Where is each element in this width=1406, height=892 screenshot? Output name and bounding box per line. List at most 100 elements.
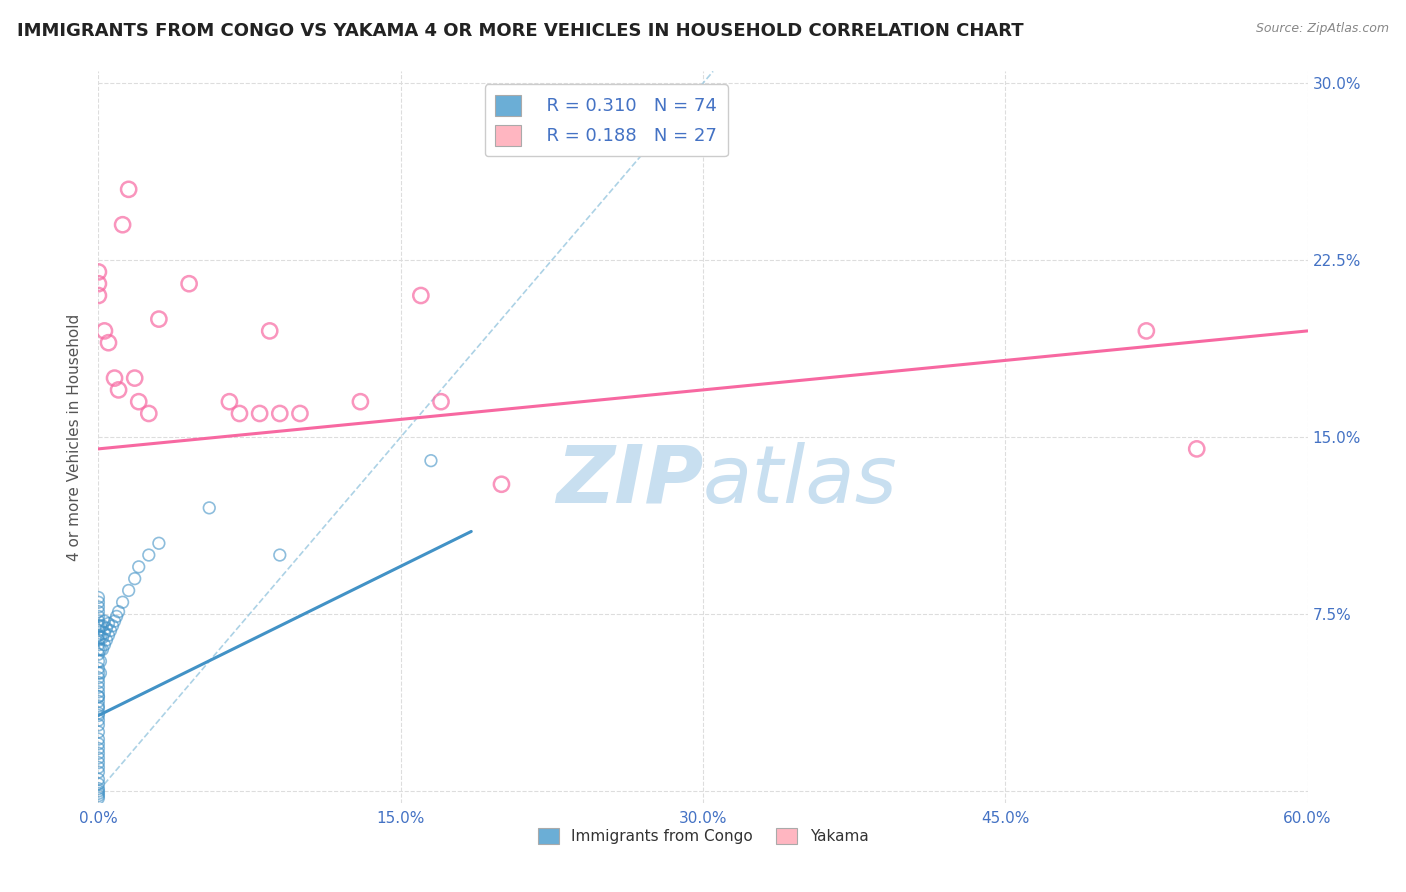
Point [87, 737, 110, 751]
Point [87, 772, 110, 787]
Point [124, 572, 146, 586]
Point [87, 288, 110, 302]
Point [218, 394, 240, 409]
Point [269, 548, 291, 562]
Point [87, 661, 110, 675]
Point [87, 685, 110, 699]
Point [105, 609, 128, 624]
Text: Source: ZipAtlas.com: Source: ZipAtlas.com [1256, 22, 1389, 36]
Point [198, 500, 221, 515]
Point [97, 616, 120, 631]
Point [409, 288, 432, 302]
Point [148, 536, 170, 550]
Point [93, 626, 115, 640]
Point [87, 671, 110, 685]
Point [138, 407, 160, 421]
Point [89, 642, 111, 657]
Point [87, 784, 110, 798]
Point [349, 394, 371, 409]
Point [87, 666, 110, 681]
Point [111, 595, 134, 609]
Point [87, 713, 110, 727]
Point [259, 324, 281, 338]
Point [111, 218, 134, 232]
Point [91, 631, 114, 645]
Point [96, 621, 118, 635]
Point [97, 628, 120, 642]
Point [87, 791, 110, 805]
Point [179, 277, 201, 291]
Point [87, 680, 110, 694]
Point [87, 732, 110, 747]
Point [228, 407, 250, 421]
Point [1185, 442, 1208, 456]
Point [87, 632, 110, 647]
Point [87, 708, 110, 723]
Point [87, 781, 110, 796]
Point [87, 595, 110, 609]
Point [430, 394, 453, 409]
Point [89, 654, 111, 668]
Point [87, 777, 110, 791]
Point [87, 619, 110, 633]
Point [87, 647, 110, 661]
Point [103, 614, 125, 628]
Point [269, 407, 291, 421]
Point [107, 383, 129, 397]
Point [87, 605, 110, 619]
Point [148, 312, 170, 326]
Point [87, 690, 110, 704]
Point [87, 760, 110, 774]
Point [91, 642, 114, 657]
Y-axis label: 4 or more Vehicles in Household: 4 or more Vehicles in Household [67, 313, 83, 561]
Point [87, 265, 110, 279]
Text: atlas: atlas [703, 442, 898, 520]
Point [124, 371, 146, 385]
Point [87, 638, 110, 652]
Text: IMMIGRANTS FROM CONGO VS YAKAMA 4 OR MORE VEHICLES IN HOUSEHOLD CORRELATION CHAR: IMMIGRANTS FROM CONGO VS YAKAMA 4 OR MOR… [17, 22, 1024, 40]
Point [89, 666, 111, 681]
Point [103, 371, 125, 385]
Point [138, 548, 160, 562]
Point [128, 394, 150, 409]
Point [128, 559, 150, 574]
Point [87, 690, 110, 704]
Point [87, 614, 110, 628]
Point [87, 741, 110, 756]
Text: ZIP: ZIP [555, 442, 703, 520]
Point [87, 591, 110, 605]
Point [420, 453, 443, 467]
Point [87, 642, 110, 657]
Point [87, 718, 110, 732]
Point [100, 624, 122, 638]
Point [87, 609, 110, 624]
Point [87, 789, 110, 803]
Point [91, 619, 114, 633]
Point [107, 605, 129, 619]
Point [101, 619, 124, 633]
Point [87, 751, 110, 765]
Point [87, 725, 110, 739]
Point [87, 786, 110, 800]
Point [249, 407, 271, 421]
Point [87, 675, 110, 690]
Point [87, 746, 110, 760]
Point [87, 706, 110, 720]
Legend: Immigrants from Congo, Yakama: Immigrants from Congo, Yakama [531, 822, 875, 850]
Point [87, 628, 110, 642]
Point [89, 631, 111, 645]
Point [87, 277, 110, 291]
Point [118, 182, 141, 196]
Point [87, 756, 110, 770]
Point [93, 324, 115, 338]
Point [1135, 324, 1157, 338]
Point [89, 619, 111, 633]
Point [93, 614, 115, 628]
Point [491, 477, 513, 491]
Point [87, 699, 110, 714]
Point [93, 638, 115, 652]
Point [87, 701, 110, 715]
Point [87, 694, 110, 708]
Point [118, 583, 141, 598]
Point [97, 335, 120, 350]
